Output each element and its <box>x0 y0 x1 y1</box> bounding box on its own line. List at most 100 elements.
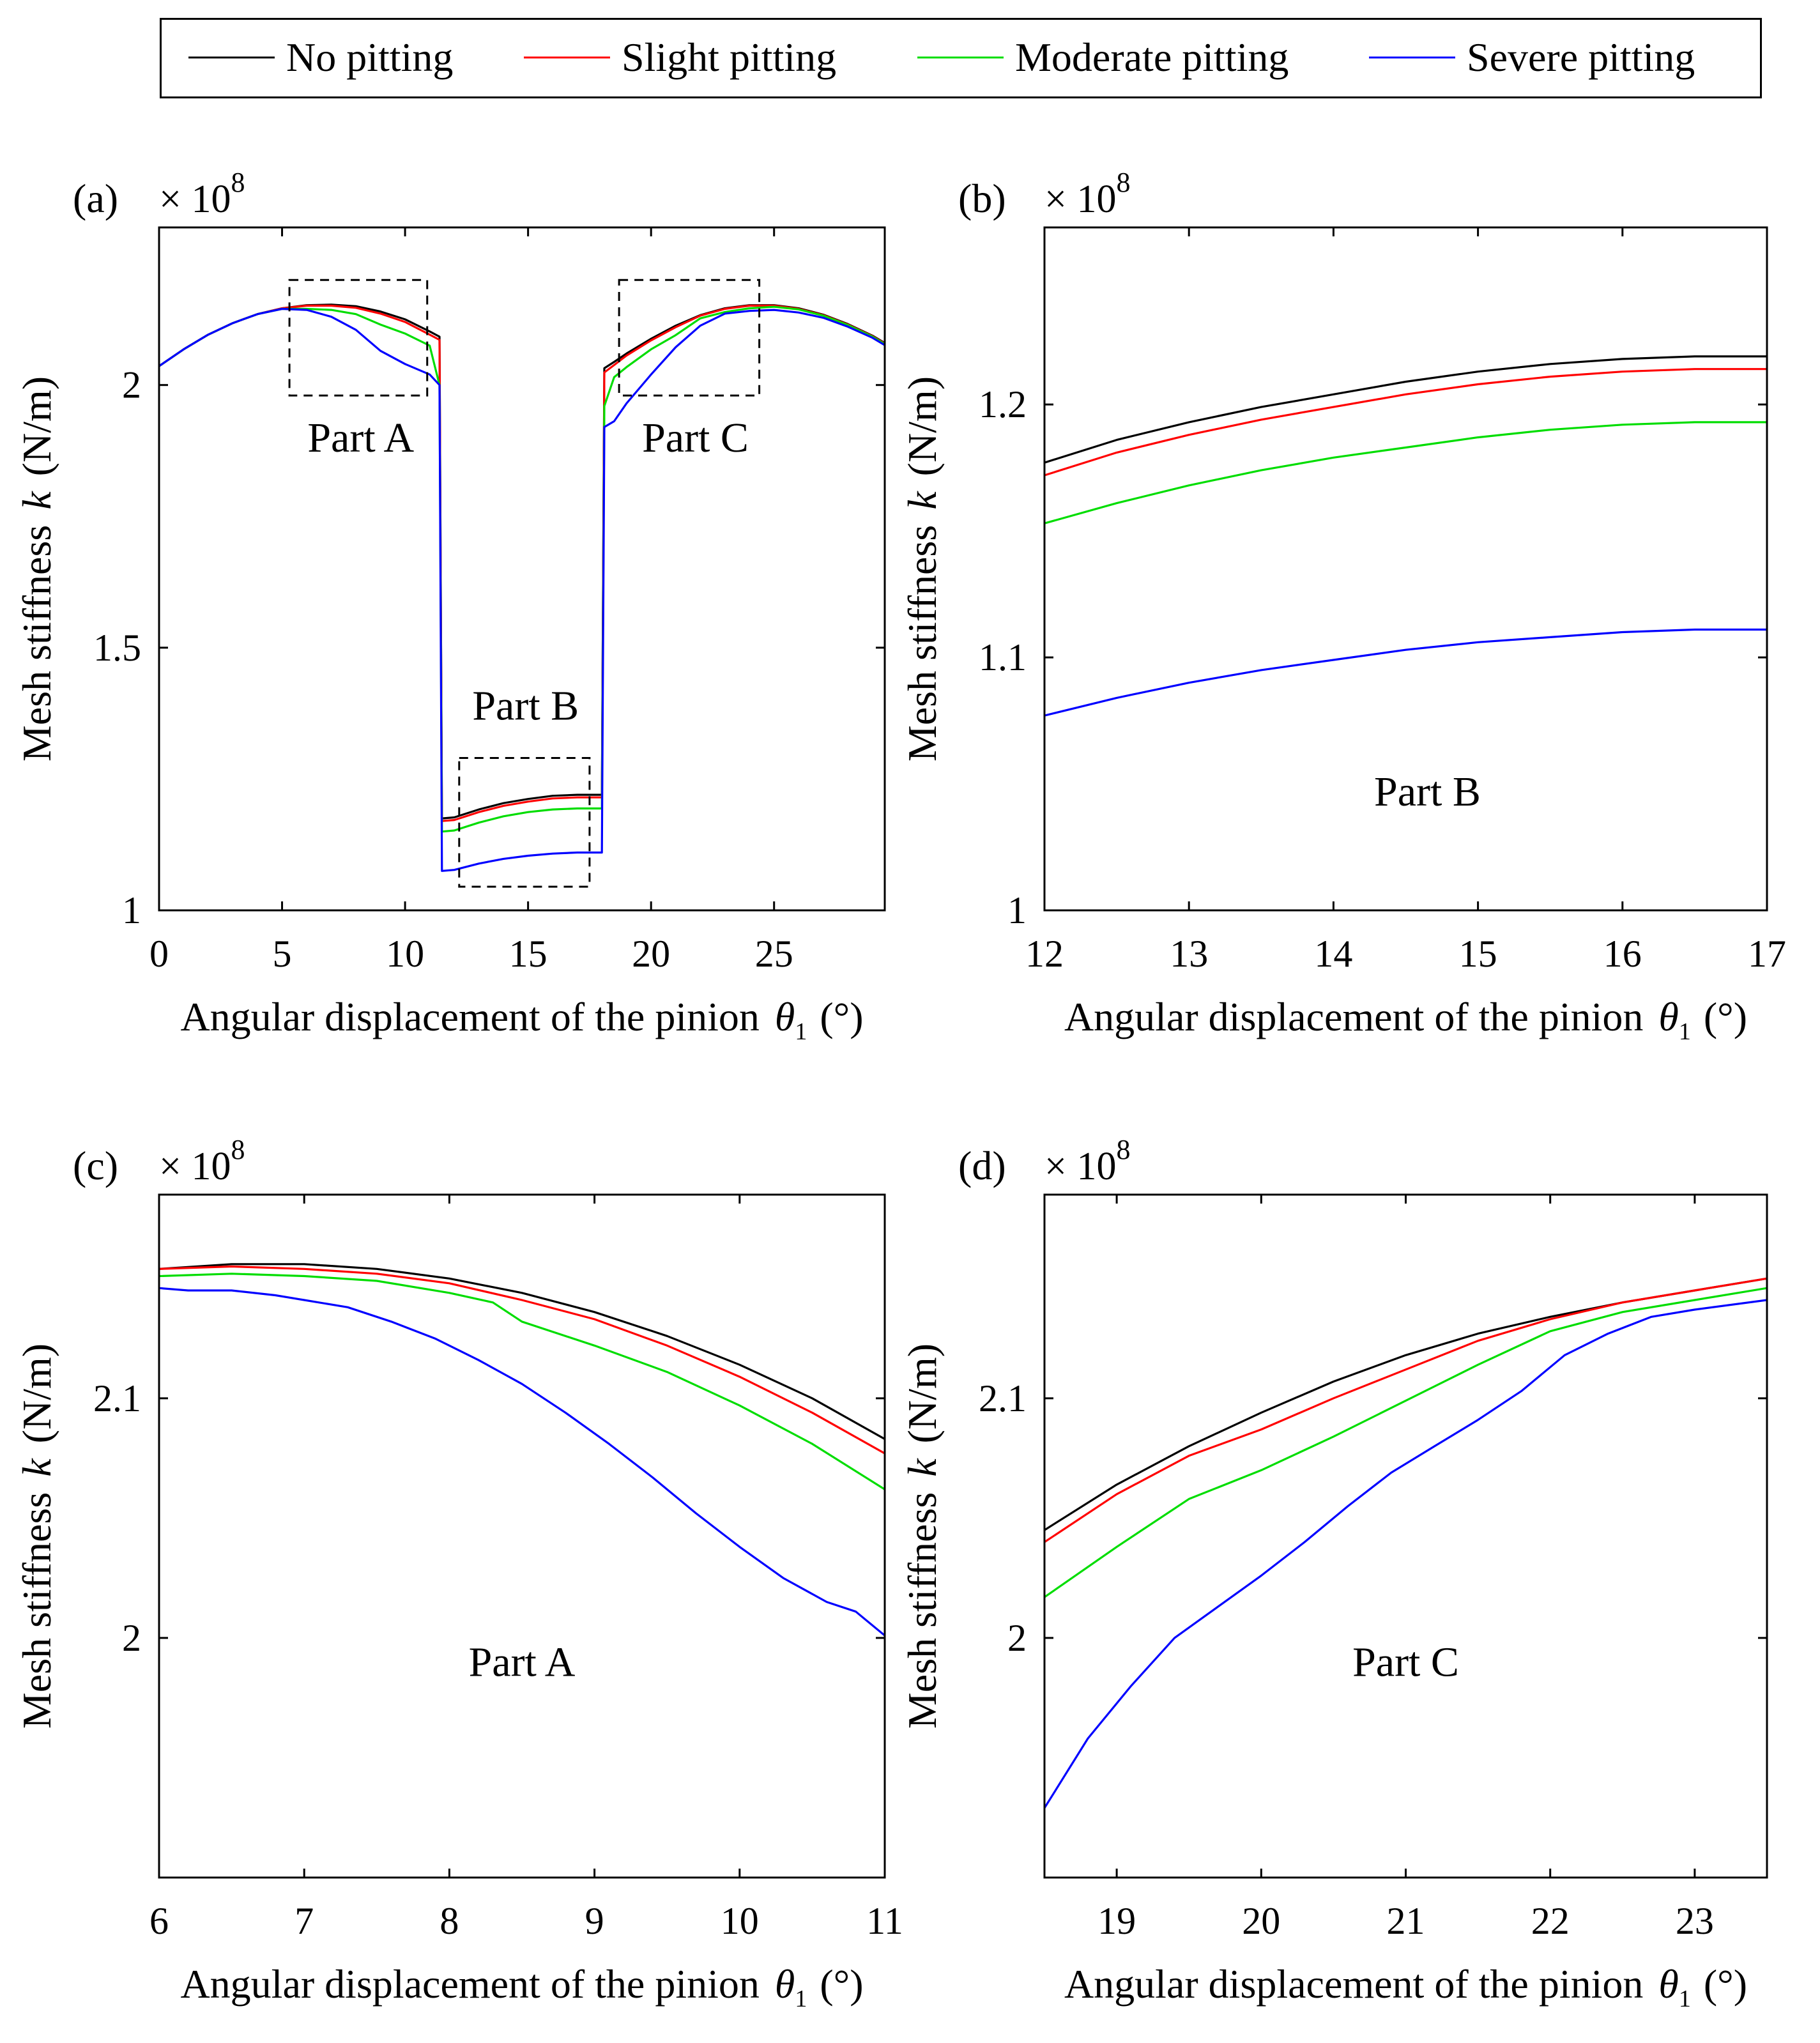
x-tick-label: 20 <box>632 933 670 975</box>
legend-entries: No pitting Slight pitting Moderate pitting… <box>188 34 1695 80</box>
y-tick-label: 2.1 <box>979 1377 1027 1419</box>
x-axis-subscript: 1 <box>795 1986 807 2012</box>
series-line <box>159 304 885 822</box>
legend-item: Moderate pitting <box>917 34 1289 80</box>
chart-legend <box>160 18 1762 98</box>
zoom-box <box>288 279 429 397</box>
panel-label: (b) <box>958 176 1006 221</box>
x-tick-label: 12 <box>1025 933 1064 975</box>
series-line <box>1044 1299 1767 1809</box>
panel-label: (d) <box>958 1143 1006 1188</box>
x-axis-subscript: 1 <box>1679 1986 1691 2012</box>
legend-label: Severe pitting <box>1467 34 1695 80</box>
series-line <box>1044 421 1767 524</box>
panel-label: (a) <box>73 176 118 221</box>
y-axis-symbol: k <box>899 491 945 510</box>
x-axis-label-text: Angular displacement of the pinion <box>180 1961 759 2007</box>
series-line <box>159 1265 885 1455</box>
x-axis-unit: (°) <box>820 1961 863 2007</box>
legend-label: No pitting <box>286 34 453 80</box>
y-axis-label-text: Mesh stiffness <box>899 1492 945 1729</box>
part-annotation: Part C <box>642 415 749 461</box>
y-axis-label: Mesh stiffness k (N/m) <box>899 1343 945 1729</box>
axis-multiplier-base: × 10 <box>1044 1145 1116 1188</box>
part-annotation: Part C <box>1352 1639 1459 1685</box>
series-line <box>1044 1287 1767 1598</box>
series-line <box>1044 355 1767 464</box>
y-tick-label: 1.2 <box>979 383 1027 425</box>
series-group <box>1044 1277 1767 1809</box>
axis-multiplier-base: × 10 <box>159 178 231 221</box>
x-axis-label: Angular displacement of the pinion θ1 (°) <box>1064 1961 1747 2012</box>
x-axis-label-text: Angular displacement of the pinion <box>1064 994 1643 1039</box>
x-axis-subscript: 1 <box>1679 1018 1691 1045</box>
x-tick-label: 5 <box>273 933 292 975</box>
series-line <box>159 1263 885 1440</box>
x-tick-label: 14 <box>1314 933 1352 975</box>
x-axis-symbol: θ <box>1658 994 1678 1039</box>
y-axis-label-text: Mesh stiffness <box>899 525 945 761</box>
y-tick-label: 1.1 <box>979 636 1027 678</box>
y-tick-label: 1.5 <box>93 627 141 669</box>
y-axis-unit: (N/m) <box>14 376 59 476</box>
axis-multiplier: × 108 <box>1044 167 1130 221</box>
x-axis-unit: (°) <box>820 994 863 1039</box>
series-group <box>159 303 885 872</box>
y-axis-symbol: k <box>899 1458 945 1477</box>
x-tick-label: 19 <box>1097 1900 1136 1942</box>
zoom-box <box>618 279 761 397</box>
plot-frame <box>158 226 886 912</box>
x-tick-label: 9 <box>585 1900 604 1942</box>
series-group <box>159 1263 885 1637</box>
x-axis-symbol: θ <box>775 1961 795 2007</box>
y-axis-unit: (N/m) <box>899 376 945 476</box>
y-axis-symbol: k <box>14 1458 59 1477</box>
series-line <box>159 307 885 872</box>
y-tick-label: 1 <box>122 889 141 931</box>
x-axis-label: Angular displacement of the pinion θ1 (°) <box>180 994 863 1045</box>
series-line <box>1044 368 1767 477</box>
x-tick-label: 21 <box>1387 1900 1425 1942</box>
y-tick-label: 2.1 <box>93 1377 141 1419</box>
part-annotation: Part B <box>1374 769 1481 815</box>
y-axis-label: Mesh stiffness k (N/m) <box>14 1343 59 1729</box>
series-line <box>1044 1277 1767 1543</box>
x-tick-label: 10 <box>386 933 424 975</box>
panel-label: (c) <box>73 1143 118 1188</box>
x-tick-label: 22 <box>1531 1900 1570 1942</box>
y-axis-unit: (N/m) <box>899 1343 945 1443</box>
y-axis-label-text: Mesh stiffness <box>14 525 59 761</box>
y-tick-label: 2 <box>122 364 141 406</box>
y-axis-symbol: k <box>14 491 59 510</box>
axis-multiplier-exponent: 8 <box>1116 1134 1130 1165</box>
x-axis-label-text: Angular displacement of the pinion <box>1064 1961 1643 2007</box>
part-annotation: Part A <box>469 1639 576 1685</box>
legend-label: Slight pitting <box>622 34 836 80</box>
x-tick-label: 6 <box>149 1900 169 1942</box>
x-axis-symbol: θ <box>1658 1961 1678 2007</box>
x-tick-label: 7 <box>294 1900 314 1942</box>
series-line <box>159 1287 885 1637</box>
series-group <box>1044 355 1767 717</box>
chart-panel: 0 5 10 15 20 25 1 1.5 2 (a) × 108 Angular displacem… <box>14 167 886 1045</box>
axis-multiplier: × 108 <box>159 167 245 221</box>
y-axis-unit: (N/m) <box>14 1343 59 1443</box>
legend-label: Moderate pitting <box>1015 34 1289 80</box>
x-axis-unit: (°) <box>1704 994 1747 1039</box>
axis-multiplier: × 108 <box>1044 1134 1130 1188</box>
x-tick-label: 15 <box>509 933 547 975</box>
x-tick-label: 20 <box>1242 1900 1280 1942</box>
x-tick-label: 17 <box>1748 933 1786 975</box>
x-axis-unit: (°) <box>1704 1961 1747 2007</box>
axis-multiplier-base: × 10 <box>159 1145 231 1188</box>
plot-frame <box>158 1193 886 1879</box>
series-line <box>159 305 885 833</box>
x-tick-label: 23 <box>1676 1900 1714 1942</box>
x-tick-label: 8 <box>440 1900 459 1942</box>
axis-multiplier-base: × 10 <box>1044 178 1116 221</box>
chart-panel: 12 13 14 15 16 17 1 1.1 1.2 (b) × 108 Angular displ… <box>899 167 1786 1045</box>
part-annotation: Part B <box>472 682 579 729</box>
legend-item: No pitting <box>188 34 453 80</box>
